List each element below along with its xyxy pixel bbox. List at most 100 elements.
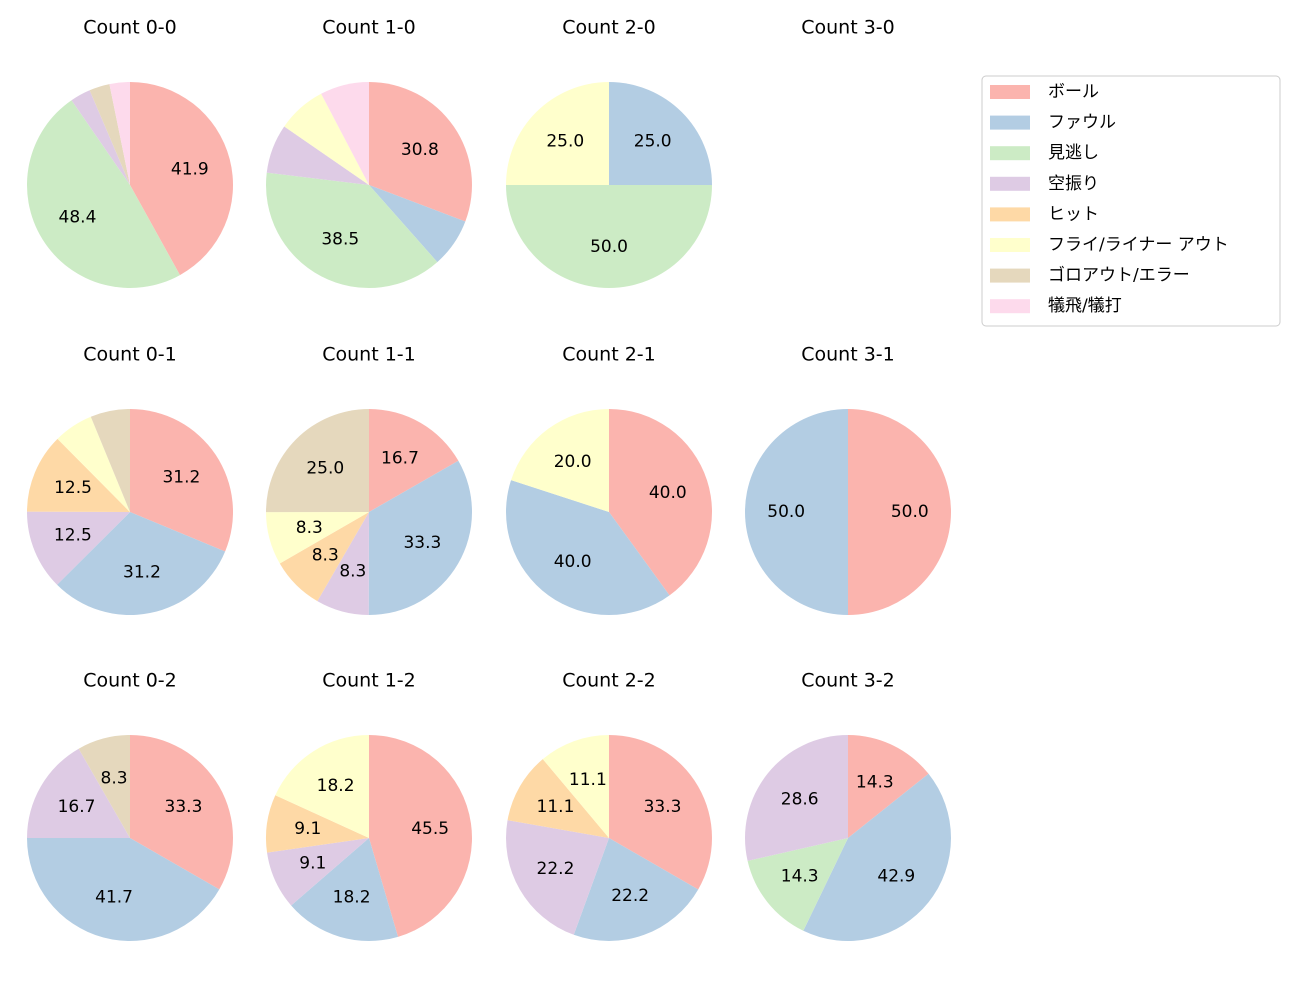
legend-label: 犠飛/犠打 <box>1048 296 1122 316</box>
legend-label: 見逃し <box>1048 143 1099 163</box>
slice-label: 25.0 <box>634 131 672 151</box>
slice-label: 16.7 <box>381 449 419 469</box>
legend-swatch <box>990 115 1030 130</box>
slice-label: 11.1 <box>569 770 607 790</box>
slice-label: 45.5 <box>411 819 449 839</box>
pie-slice <box>506 82 609 185</box>
legend-label: フライ/ライナー アウト <box>1048 235 1229 255</box>
slice-label: 48.4 <box>59 208 97 228</box>
chart-title: Count 2-2 <box>562 670 656 692</box>
pie-slice <box>266 126 369 185</box>
pie-slice <box>745 735 848 861</box>
pie-slice <box>511 409 609 512</box>
slice-label: 20.0 <box>554 452 592 472</box>
pie-slice <box>279 512 369 602</box>
pie-slice <box>130 409 234 552</box>
legend-label: ボール <box>1048 82 1099 102</box>
chart-title: Count 3-2 <box>801 670 895 692</box>
pie-slice <box>542 735 609 838</box>
slice-label: 50.0 <box>767 502 805 522</box>
slice-label: 41.9 <box>171 160 209 180</box>
slice-label: 42.9 <box>877 867 915 887</box>
slice-label: 11.1 <box>537 797 575 817</box>
slice-label: 38.5 <box>321 230 359 250</box>
legend-swatch <box>990 207 1030 222</box>
slice-label: 33.3 <box>644 797 682 817</box>
pie-slice <box>57 416 131 512</box>
pie-slice <box>848 409 951 615</box>
chart-title: Count 0-2 <box>83 670 177 692</box>
pie-slice <box>27 511 130 585</box>
slice-label: 9.1 <box>294 819 321 839</box>
pie-slice <box>89 84 130 185</box>
pie-slice <box>266 172 438 288</box>
slice-label: 25.0 <box>306 458 344 478</box>
slice-label: 31.2 <box>123 563 161 583</box>
slice-label: 8.3 <box>101 768 128 788</box>
pie-slice <box>130 735 234 890</box>
slice-label: 12.5 <box>54 526 92 546</box>
slice-label: 18.2 <box>333 887 371 907</box>
pie-slice <box>609 409 713 596</box>
pie-slice <box>71 90 130 185</box>
slice-label: 14.3 <box>781 867 819 887</box>
slice-label: 40.0 <box>649 483 687 503</box>
legend-label: 空振り <box>1048 174 1099 194</box>
chart-title: Count 3-1 <box>801 344 895 366</box>
chart-title: Count 3-0 <box>801 17 895 39</box>
pie-slice <box>609 735 712 890</box>
pie-slice <box>130 82 233 276</box>
pie-slice <box>609 82 712 185</box>
slice-label: 33.3 <box>165 797 203 817</box>
pie-slice <box>78 735 130 838</box>
chart-title: Count 1-2 <box>322 670 416 692</box>
slice-label: 50.0 <box>891 502 929 522</box>
pie-slice <box>368 460 472 615</box>
slice-label: 33.3 <box>403 533 441 553</box>
pie-slice <box>26 100 180 289</box>
legend-label: ヒット <box>1048 204 1099 224</box>
chart-title: Count 0-1 <box>83 344 177 366</box>
slice-label: 16.7 <box>58 797 96 817</box>
slice-label: 12.5 <box>54 478 92 498</box>
legend-swatch <box>990 85 1030 99</box>
legend-label: ファウル <box>1048 113 1116 133</box>
pie-slice <box>317 512 369 615</box>
pie-slice <box>266 512 369 564</box>
slice-label: 25.0 <box>546 131 584 151</box>
pie-slice <box>369 82 472 222</box>
slice-label: 22.2 <box>611 886 649 906</box>
slice-label: 40.0 <box>554 552 592 572</box>
pie-slice <box>506 820 609 935</box>
chart-title: Count 2-1 <box>562 344 656 366</box>
chart-title: Count 0-0 <box>83 17 177 39</box>
pie-slice <box>27 838 220 942</box>
slice-label: 8.3 <box>339 562 366 582</box>
pie-slice <box>321 82 369 185</box>
pie-slice <box>369 409 459 512</box>
pie-slice <box>284 93 369 185</box>
pie-slice <box>275 735 369 838</box>
pie-slice <box>266 795 369 853</box>
legend-swatch <box>990 268 1030 283</box>
pie-slice <box>90 409 130 512</box>
slice-label: 9.1 <box>299 854 326 874</box>
pie-slice <box>291 838 399 942</box>
chart-title: Count 2-0 <box>562 17 656 39</box>
pie-slice <box>27 748 130 838</box>
legend-label: ゴロアウト/エラー <box>1048 265 1190 286</box>
pie-slice <box>57 512 226 616</box>
legend-swatch <box>990 176 1030 191</box>
pie-slice <box>848 735 929 838</box>
chart-title: Count 1-1 <box>322 344 416 366</box>
slice-label: 22.2 <box>537 859 575 879</box>
slice-label: 14.3 <box>856 772 894 792</box>
slice-label: 50.0 <box>590 237 628 257</box>
pie-slice <box>506 185 712 288</box>
pie-slice <box>745 409 848 615</box>
pie-slice <box>747 838 848 931</box>
chart-title: Count 1-0 <box>322 17 416 39</box>
legend-swatch <box>990 299 1030 314</box>
pie-slice <box>369 185 466 263</box>
